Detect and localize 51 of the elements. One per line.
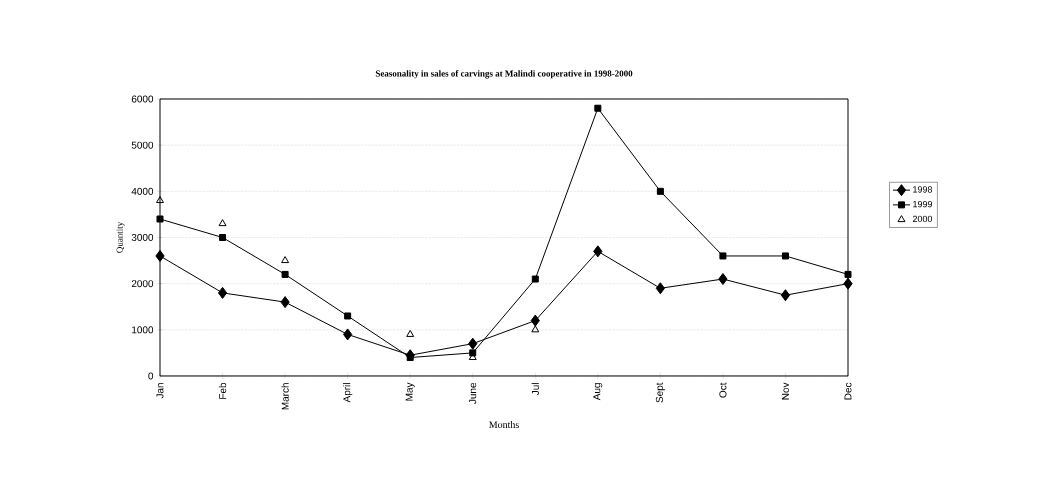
point	[843, 277, 853, 290]
x-tick-label: June	[469, 382, 477, 404]
point	[344, 312, 352, 320]
x-tick-label: Oct	[719, 382, 727, 398]
x-tick-label: March	[281, 383, 289, 410]
point	[281, 256, 290, 264]
point	[155, 249, 165, 262]
y-tick-label: 1000	[132, 326, 154, 334]
point	[281, 270, 289, 278]
point	[343, 328, 353, 341]
y-tick-label: 4000	[131, 187, 154, 195]
x-tick-label: Aug	[593, 383, 603, 401]
x-tick-label: Feb	[218, 382, 227, 399]
point	[593, 245, 603, 258]
x-tick-label: Sept	[655, 382, 665, 403]
y-tick-label: 3000	[131, 233, 154, 242]
legend-label: 1999	[913, 201, 932, 208]
point	[468, 337, 478, 350]
legend-label: 1998	[913, 186, 933, 193]
point	[719, 252, 727, 260]
point	[718, 273, 728, 286]
point	[219, 233, 227, 241]
y-axis-title: Quantity	[116, 221, 125, 253]
point	[218, 219, 227, 227]
y-tick-label: 2000	[131, 280, 154, 288]
point	[156, 215, 164, 223]
x-tick-label: May	[405, 382, 415, 401]
y-tick-label: 0	[148, 372, 154, 380]
point	[280, 296, 290, 309]
x-tick-label: Jan	[156, 383, 164, 399]
point	[531, 325, 540, 333]
point	[406, 329, 415, 337]
x-tick-label: April	[343, 383, 353, 403]
chart-title: Seasonality in sales of carvings at Malindi cooperative in 1998-2000	[375, 70, 633, 79]
x-tick-label: Jul	[531, 383, 539, 396]
x-axis-title: Months	[489, 421, 519, 429]
x-tick-label: Nov	[781, 382, 789, 400]
x-tick-label: Dec	[844, 382, 852, 400]
point	[594, 104, 602, 112]
point	[156, 196, 164, 204]
point	[844, 270, 852, 278]
point	[781, 252, 789, 260]
point	[530, 314, 540, 327]
point	[780, 289, 791, 302]
point	[531, 275, 539, 283]
point	[656, 187, 664, 195]
point	[217, 286, 228, 299]
y-tick-label: 5000	[131, 141, 154, 149]
point	[655, 282, 665, 295]
legend-label: 2000	[912, 215, 933, 223]
y-tick-label: 6000	[131, 95, 154, 103]
